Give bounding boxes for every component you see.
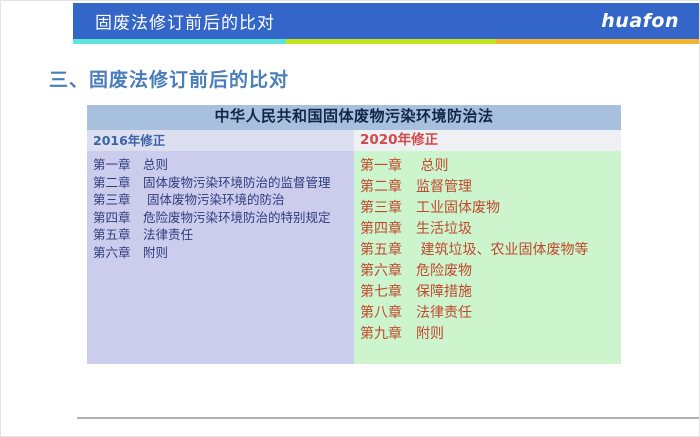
slide-header-title: 固废法修订前后的比对 [95,13,275,34]
list-item: 第四章 危险废物污染环境防治的特别规定 [93,209,331,225]
chapter-list-2016: 第一章 总则 第二章 固体废物污染环境防治的监督管理 第三章 固体废物污染环境的… [93,156,350,261]
accent-strip [73,39,699,44]
accent-segment-orange [496,39,699,44]
list-item: 第五章 法律责任 [93,227,194,242]
footer-divider [77,417,699,419]
table-row-chapters: 第一章 总则 第二章 固体废物污染环境防治的监督管理 第三章 固体废物污染环境的… [87,151,621,364]
list-item: 第一章 总则 [93,157,169,172]
list-item: 第三章 固体废物污染环境的防治 [93,192,285,207]
table-row-revision-headers: 2016年修正 2020年修正 [87,130,621,151]
accent-segment-cyan [73,39,286,44]
revision-header-2016: 2016年修正 [87,130,354,151]
list-item: 第六章 附则 [93,244,169,260]
law-comparison-table: 中华人民共和国固体废物污染环境防治法 2016年修正 2020年修正 第一章 总… [87,105,621,364]
list-item: 第八章 法律责任 [360,305,472,321]
list-item: 第五章 建筑垃圾、农业固体废物等 [360,242,589,258]
chapter-list-2020: 第一章 总则 第二章 监督管理 第三章 工业固体废物 第四章 生活垃圾 第五章 … [360,156,617,345]
huafon-logo: huafon [601,10,679,32]
revision-header-2020: 2020年修正 [354,130,621,151]
list-item: 第二章 监督管理 [360,179,472,195]
list-item: 第一章 总则 [360,158,449,174]
chapter-cell-2016: 第一章 总则 第二章 固体废物污染环境防治的监督管理 第三章 固体废物污染环境的… [87,151,354,364]
list-item: 第二章 固体废物污染环境防治的监督管理 [93,174,331,190]
list-item: 第四章 生活垃圾 [360,221,472,237]
list-item: 第三章 工业固体废物 [360,200,500,216]
list-item: 第七章 保障措施 [360,284,472,300]
law-title-cell: 中华人民共和国固体废物污染环境防治法 [87,105,621,130]
slide-header-bar: 固废法修订前后的比对 huafon [73,3,699,39]
list-item: 第六章 危险废物 [360,263,472,279]
section-heading: 三、固废法修订前后的比对 [49,69,290,91]
list-item: 第九章 附则 [360,326,444,342]
accent-segment-green [286,39,496,44]
chapter-cell-2020: 第一章 总则 第二章 监督管理 第三章 工业固体废物 第四章 生活垃圾 第五章 … [354,151,621,364]
table-row-law-title: 中华人民共和国固体废物污染环境防治法 [87,105,621,130]
